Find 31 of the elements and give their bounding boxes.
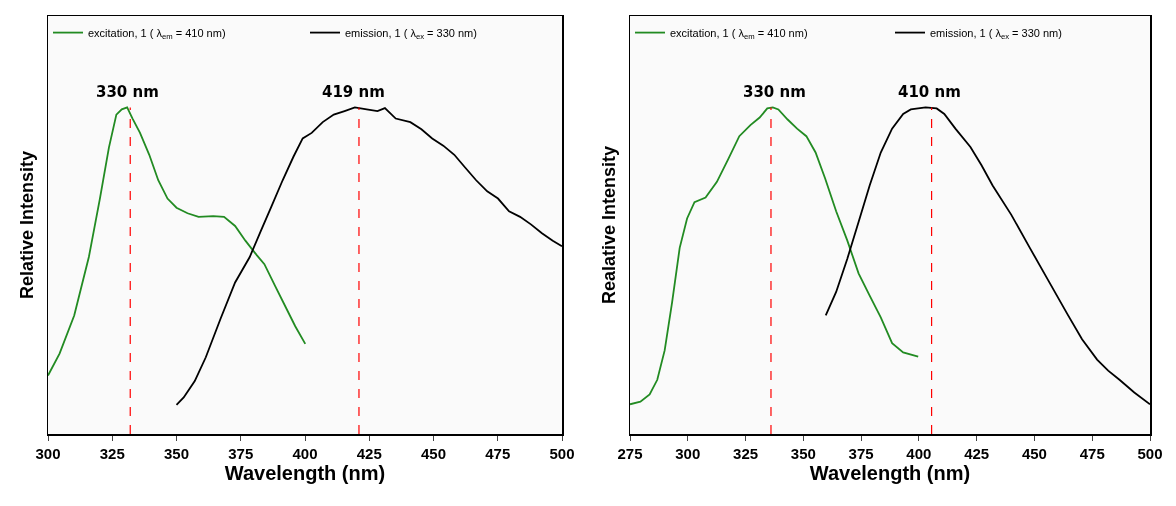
x-tick-label: 375 — [228, 444, 254, 462]
legend-label: emission, 1 ( λ$_{ex}$ = 330 nm) — [345, 26, 477, 42]
x-tick-label: 325 — [733, 444, 759, 462]
x-axis-title: Wavelength (nm) — [809, 461, 971, 484]
x-tick-label: 350 — [790, 444, 816, 462]
legend-label: emission, 1 ( λ$_{ex}$ = 330 nm) — [930, 26, 1062, 42]
x-tick-label: 400 — [292, 444, 318, 462]
x-tick-label: 300 — [35, 444, 61, 462]
x-tick-label: 475 — [485, 444, 511, 462]
x-tick-label: 350 — [163, 444, 190, 462]
x-tick-label: 275 — [617, 444, 643, 462]
x-tick-label: 375 — [848, 444, 874, 462]
annotation: 330 nm — [96, 83, 159, 101]
legend-label: excitation, 1 ( λ$_{em}$ = 410 nm) — [88, 26, 226, 42]
x-tick-label: 300 — [675, 444, 701, 462]
x-tick-label: 425 — [964, 444, 990, 462]
x-tick-label: 400 — [906, 444, 932, 462]
y-axis-title: Relative Intensity — [16, 150, 37, 300]
y-axis-title: Realative Intensity — [598, 145, 619, 305]
x-tick-label: 500 — [1137, 444, 1163, 462]
x-tick-label: 500 — [549, 444, 575, 462]
annotation: 419 nm — [322, 83, 385, 101]
x-axis-title: Wavelength (nm) — [224, 461, 386, 484]
x-tick-label: 425 — [356, 444, 382, 462]
x-tick-label: 325 — [99, 444, 125, 462]
annotation: 410 nm — [898, 83, 961, 101]
x-tick-label: 450 — [1021, 444, 1047, 462]
x-tick-label: 475 — [1079, 444, 1105, 462]
legend-label: excitation, 1 ( λ$_{em}$ = 410 nm) — [670, 26, 808, 42]
annotation: 330 nm — [743, 83, 806, 101]
x-tick-label: 450 — [420, 444, 447, 462]
